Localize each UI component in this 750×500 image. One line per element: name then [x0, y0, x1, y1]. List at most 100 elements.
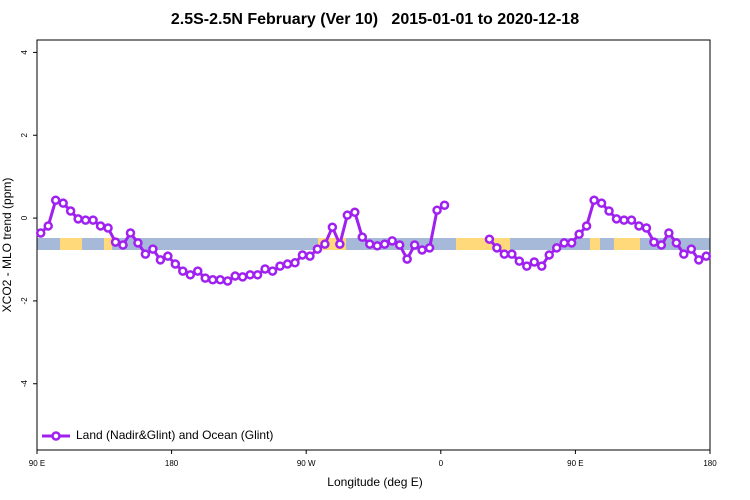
point: [604, 206, 614, 216]
point: [290, 258, 300, 268]
point: [297, 250, 308, 260]
point: [424, 243, 435, 253]
point: [634, 221, 644, 231]
point: [312, 244, 323, 254]
point: [230, 271, 240, 281]
point: [409, 240, 420, 250]
point: [245, 270, 255, 280]
point: [671, 238, 682, 248]
point: [379, 239, 390, 249]
point: [327, 222, 338, 232]
land-band: [614, 238, 640, 250]
point: [193, 266, 203, 276]
point: [656, 240, 667, 250]
point: [522, 261, 532, 271]
point: [544, 250, 554, 260]
point: [574, 229, 584, 239]
point: [342, 210, 353, 220]
legend-marker: [51, 431, 61, 441]
point: [275, 261, 285, 271]
point: [118, 240, 128, 250]
x-tick-label: 0: [439, 459, 444, 468]
x-tick-label: 90 E: [29, 459, 45, 468]
point: [701, 251, 712, 261]
point: [439, 200, 450, 210]
point: [537, 261, 547, 271]
point: [529, 257, 540, 267]
point: [200, 273, 210, 283]
point: [95, 221, 106, 231]
point: [484, 234, 495, 244]
chart-title: 2.5S-2.5N February (Ver 10) 2015-01-01 t…: [171, 11, 579, 28]
point: [514, 256, 525, 266]
point: [372, 241, 382, 251]
point: [73, 214, 83, 224]
point: [80, 215, 91, 225]
point: [619, 215, 629, 225]
point: [267, 266, 278, 276]
point: [566, 238, 577, 248]
point: [35, 228, 46, 238]
point: [207, 275, 218, 285]
y-axis-title: XCO2 - MLO trend (ppm): [0, 178, 14, 313]
point: [260, 264, 270, 274]
y-tick-label: -2: [20, 297, 29, 305]
y-tick-label: -4: [20, 380, 29, 388]
point: [365, 239, 375, 249]
point: [641, 223, 652, 233]
point: [551, 243, 562, 253]
point: [43, 221, 53, 231]
point: [148, 244, 158, 254]
point: [507, 249, 517, 259]
point: [185, 270, 196, 280]
point: [110, 237, 121, 247]
point: [581, 221, 592, 231]
point: [417, 245, 427, 255]
point: [140, 249, 151, 259]
x-tick-label: 180: [165, 459, 179, 468]
point: [679, 249, 689, 259]
x-tick-label: 90 E: [567, 459, 583, 468]
land-band: [590, 238, 600, 250]
x-axis-title: Longitude (deg E): [327, 475, 422, 489]
point: [282, 259, 293, 269]
point: [686, 244, 697, 254]
point: [50, 195, 61, 206]
point: [394, 240, 405, 250]
point: [305, 251, 315, 261]
y-tick-label: 2: [20, 132, 29, 137]
point: [649, 237, 659, 247]
point: [237, 272, 248, 282]
point: [402, 254, 412, 264]
point: [88, 215, 98, 225]
point: [357, 232, 368, 242]
point: [350, 207, 360, 218]
land-band: [456, 238, 510, 250]
point: [320, 239, 330, 249]
point: [589, 195, 599, 206]
point: [170, 259, 181, 269]
x-tick-label: 90 W: [297, 459, 316, 468]
point: [596, 198, 607, 208]
y-tick-label: 0: [20, 215, 29, 220]
point: [335, 239, 345, 249]
point: [222, 276, 233, 286]
land-band: [104, 238, 112, 250]
point: [133, 238, 143, 248]
land-band: [60, 238, 82, 250]
point: [178, 266, 188, 276]
point: [155, 255, 166, 265]
point: [626, 215, 637, 225]
point: [252, 270, 263, 280]
point: [103, 223, 113, 233]
legend-label: Land (Nadir&Glint) and Ocean (Glint): [76, 428, 273, 442]
point: [694, 255, 704, 265]
point: [58, 198, 68, 208]
x-tick-label: 180: [703, 459, 717, 468]
point: [387, 236, 397, 246]
point: [215, 275, 225, 285]
point: [611, 214, 622, 224]
point: [432, 205, 442, 215]
point: [125, 228, 136, 238]
